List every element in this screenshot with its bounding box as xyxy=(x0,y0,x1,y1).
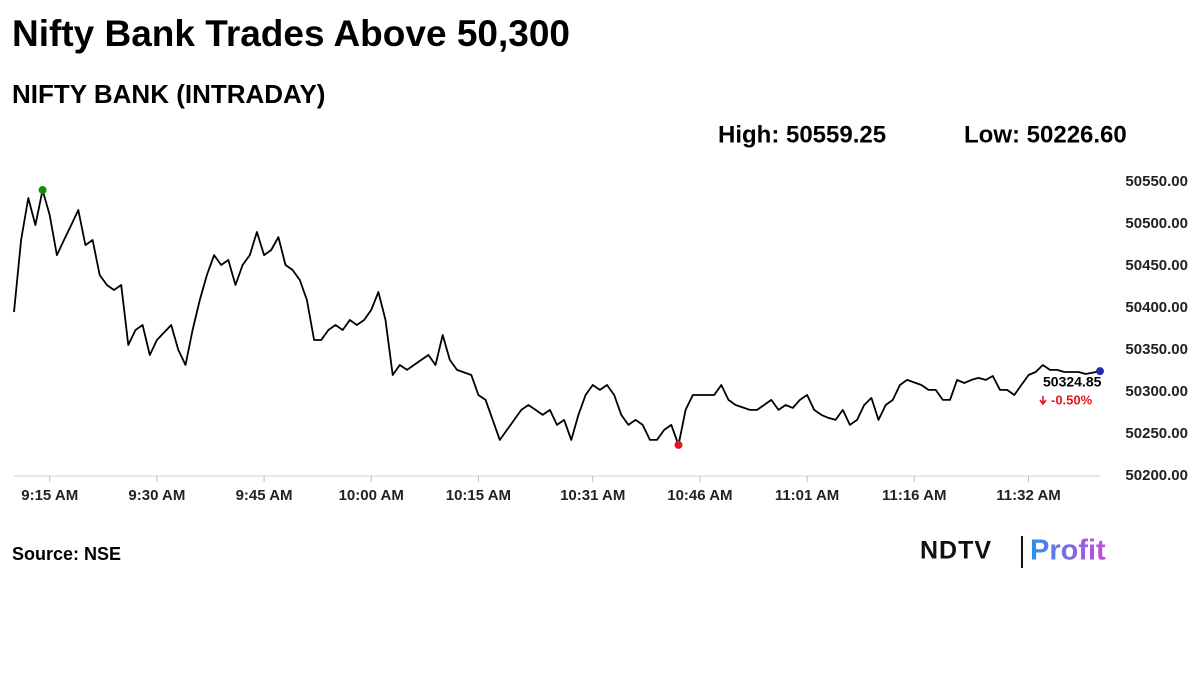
y-tick-label: 50550.00 xyxy=(1125,173,1188,190)
y-tick-label: 50500.00 xyxy=(1125,215,1188,232)
brand-logo: NDTV xyxy=(920,537,992,565)
x-tick-label: 10:31 AM xyxy=(560,487,625,504)
y-tick-label: 50300.00 xyxy=(1125,383,1188,400)
change-label: -0.50% xyxy=(1051,392,1093,407)
high-marker xyxy=(38,186,47,195)
x-tick-label: 9:45 AM xyxy=(236,487,293,504)
x-tick-label: 9:30 AM xyxy=(128,487,185,504)
chart-subtitle: NIFTY BANK (INTRADAY) xyxy=(12,79,325,109)
high-label: High: 50559.25 xyxy=(718,121,886,148)
last-marker xyxy=(1096,367,1104,376)
down-arrow xyxy=(1039,396,1047,406)
y-tick-label: 50350.00 xyxy=(1125,341,1188,358)
y-tick-label: 50250.00 xyxy=(1125,425,1188,442)
price-line xyxy=(13,189,1101,446)
x-tick-label: 10:15 AM xyxy=(446,487,511,504)
x-tick-label: 10:46 AM xyxy=(667,487,732,504)
brand-product: Profit xyxy=(1030,535,1106,567)
x-tick-label: 10:00 AM xyxy=(339,487,404,504)
x-tick-label: 11:01 AM xyxy=(775,487,839,504)
low-label: Low: 50226.60 xyxy=(964,121,1127,148)
chart-title: Nifty Bank Trades Above 50,300 xyxy=(12,13,570,54)
y-tick-label: 50450.00 xyxy=(1125,257,1188,274)
source: Source: NSE xyxy=(12,544,121,564)
y-tick-label: 50200.00 xyxy=(1125,467,1188,484)
x-tick-label: 11:16 AM xyxy=(882,487,946,504)
x-tick-label: 9:15 AM xyxy=(21,487,78,504)
last-value-label: 50324.85 xyxy=(1043,374,1102,390)
x-tick-label: 11:32 AM xyxy=(996,487,1060,504)
y-tick-label: 50400.00 xyxy=(1125,299,1188,316)
low-marker xyxy=(674,440,683,449)
